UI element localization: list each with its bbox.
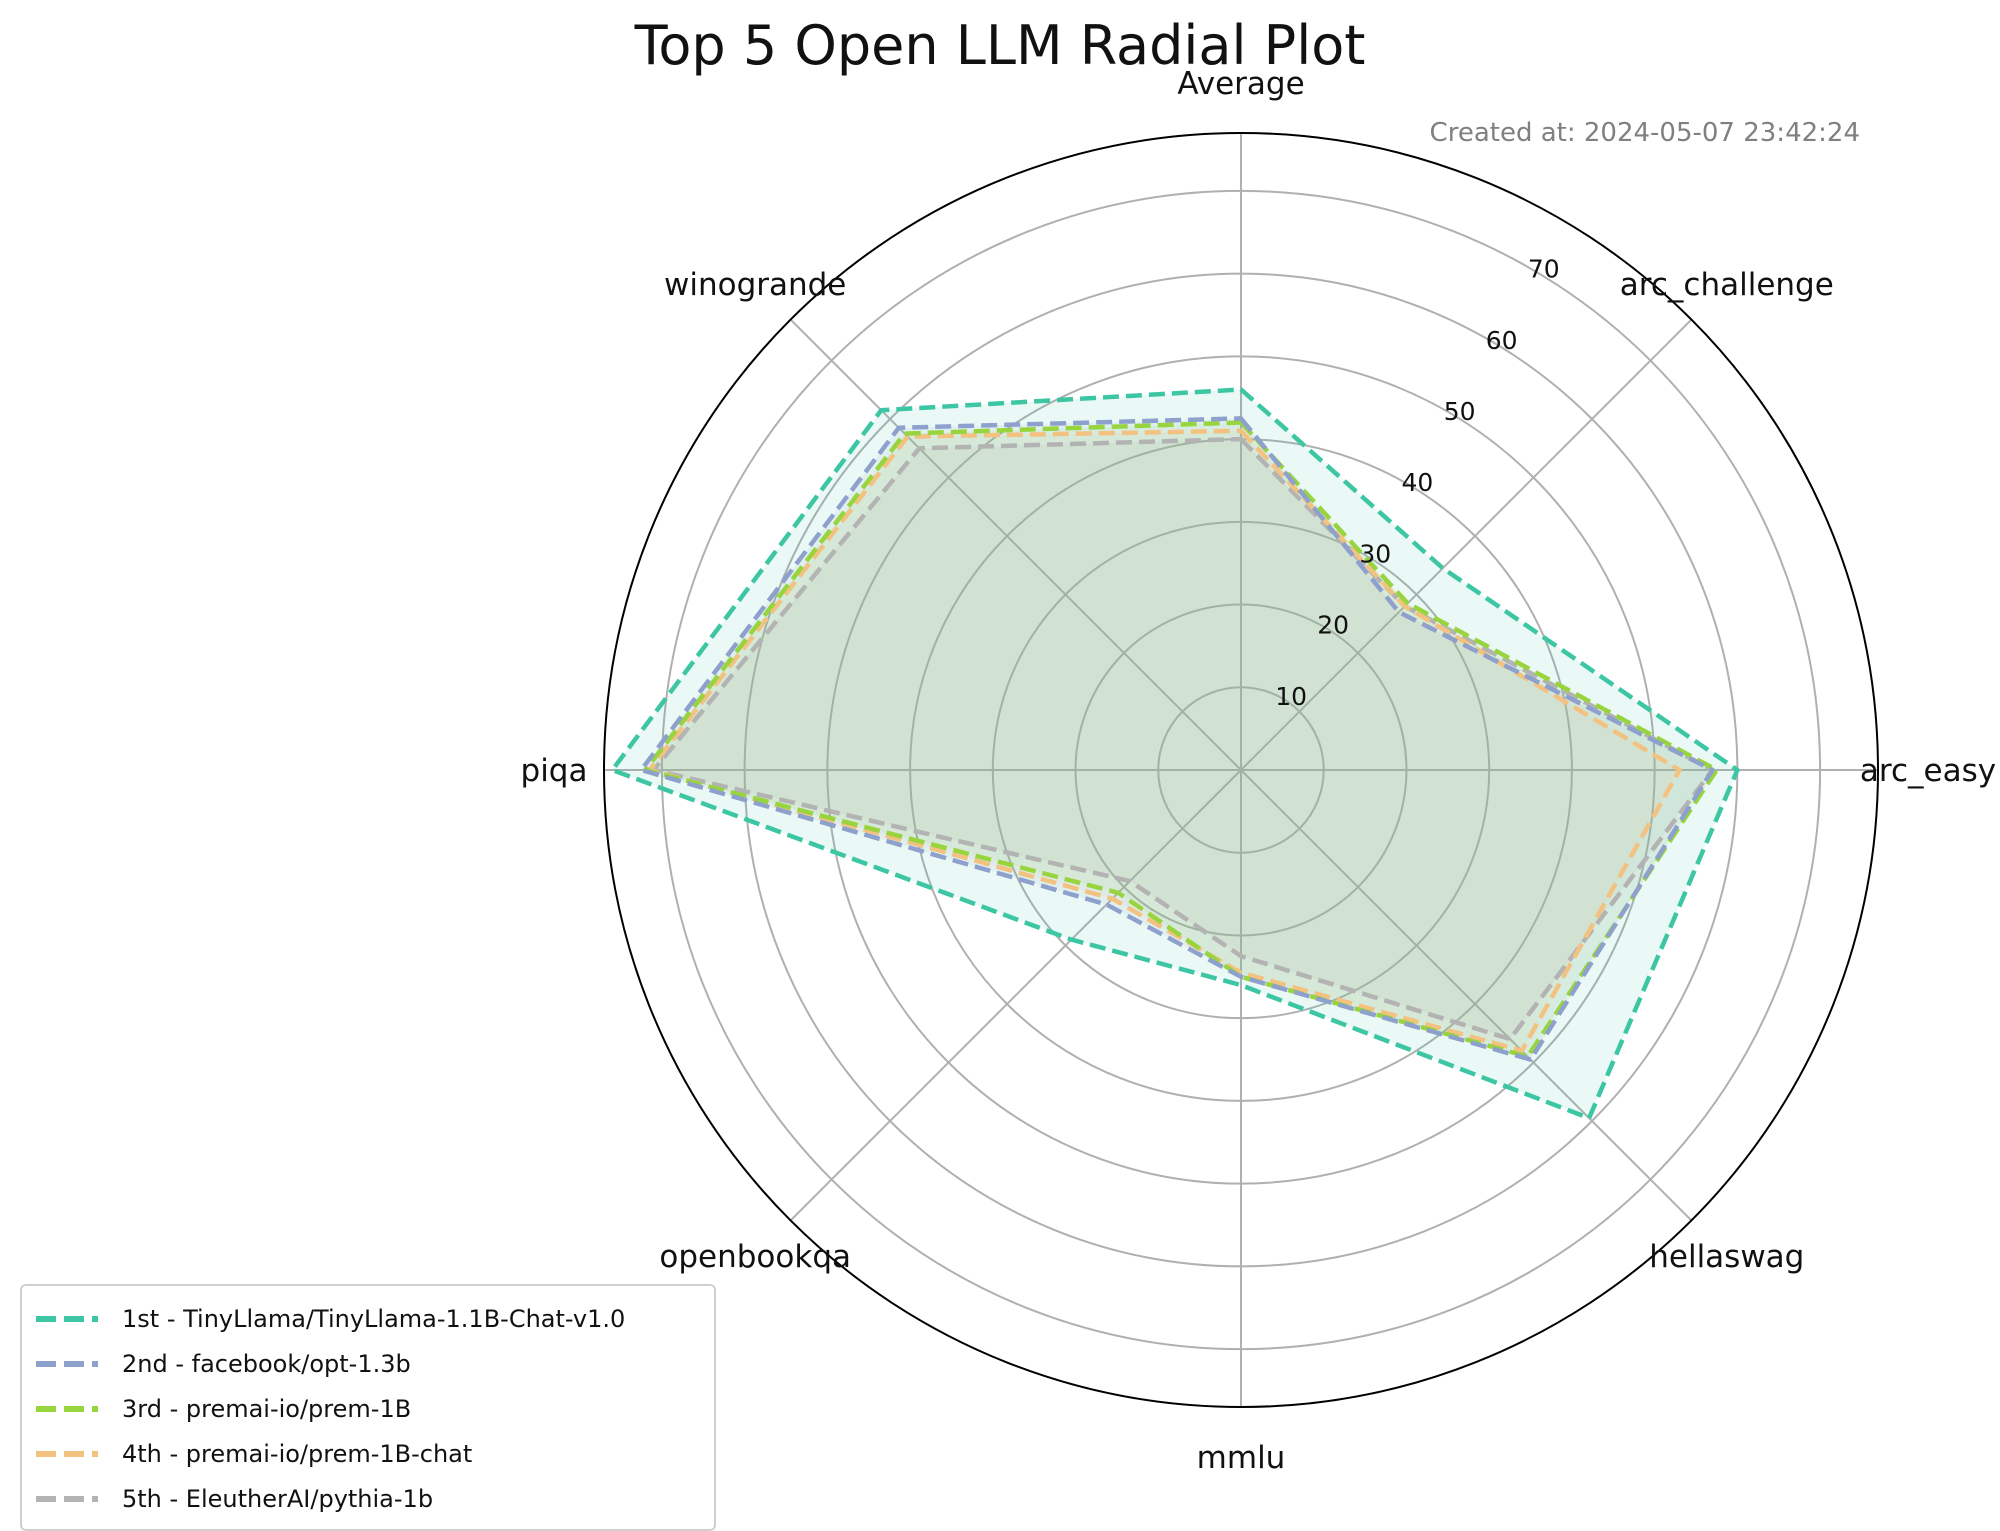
legend-item: 2nd - facebook/opt-1.3b [36, 1341, 700, 1386]
radial-tick-label: 70 [1528, 255, 1560, 284]
series-fill [653, 439, 1713, 1040]
legend-swatch [36, 1450, 98, 1457]
legend-label: 4th - premai-io/prem-1B-chat [122, 1439, 473, 1468]
legend-label: 3rd - premai-io/prem-1B [122, 1394, 412, 1423]
radial-tick-label: 60 [1486, 326, 1518, 355]
legend-swatch [36, 1360, 98, 1367]
legend-item: 5th - EleutherAI/pythia-1b [36, 1476, 700, 1521]
grid-spoke [789, 318, 1242, 771]
legend-swatch [36, 1315, 98, 1322]
series-fill [612, 389, 1738, 1119]
radial-tick-label: 40 [1401, 468, 1433, 497]
created-at-annotation: Created at: 2024-05-07 23:42:24 [1429, 118, 1860, 148]
grid-spoke [789, 769, 1242, 1222]
axis-label-arc_easy: arc_easy [1860, 753, 1996, 789]
legend: 1st - TinyLlama/TinyLlama-1.1B-Chat-v1.0… [20, 1284, 716, 1531]
axis-label-arc_challenge: arc_challenge [1620, 267, 1834, 303]
legend-swatch [36, 1405, 98, 1412]
grid-spoke [1240, 318, 1693, 771]
legend-item: 4th - premai-io/prem-1B-chat [36, 1431, 700, 1476]
radial-tick-label: 10 [1275, 682, 1307, 711]
legend-swatch [36, 1495, 98, 1502]
series-fill [645, 422, 1717, 1057]
axis-label-winogrande: winogrande [664, 267, 846, 303]
legend-label: 1st - TinyLlama/TinyLlama-1.1B-Chat-v1.0 [122, 1304, 626, 1333]
series-fill [641, 418, 1713, 1060]
radial-tick-label: 50 [1444, 397, 1476, 426]
series-line [638, 416, 1715, 1062]
outer-frame [603, 132, 1879, 1408]
chart-title: Top 5 Open LLM Radial Plot [634, 14, 1366, 77]
axis-label-Average: Average [1177, 66, 1304, 102]
radial-tick-label: 20 [1317, 611, 1349, 640]
grid-spoke [1240, 769, 1693, 1222]
legend-label: 5th - EleutherAI/pythia-1b [122, 1484, 434, 1513]
axis-label-hellaswag: hellaswag [1649, 1239, 1804, 1275]
legend-item: 1st - TinyLlama/TinyLlama-1.1B-Chat-v1.0 [36, 1296, 700, 1341]
legend-item: 3rd - premai-io/prem-1B [36, 1386, 700, 1431]
axis-label-mmlu: mmlu [1197, 1440, 1286, 1476]
axis-label-openbookqa: openbookqa [659, 1239, 851, 1275]
series-line [651, 436, 1715, 1042]
series-fill [649, 430, 1680, 1051]
radial-tick-label: 30 [1359, 539, 1391, 568]
legend-label: 2nd - facebook/opt-1.3b [122, 1349, 411, 1378]
axis-label-piqa: piqa [521, 753, 588, 789]
